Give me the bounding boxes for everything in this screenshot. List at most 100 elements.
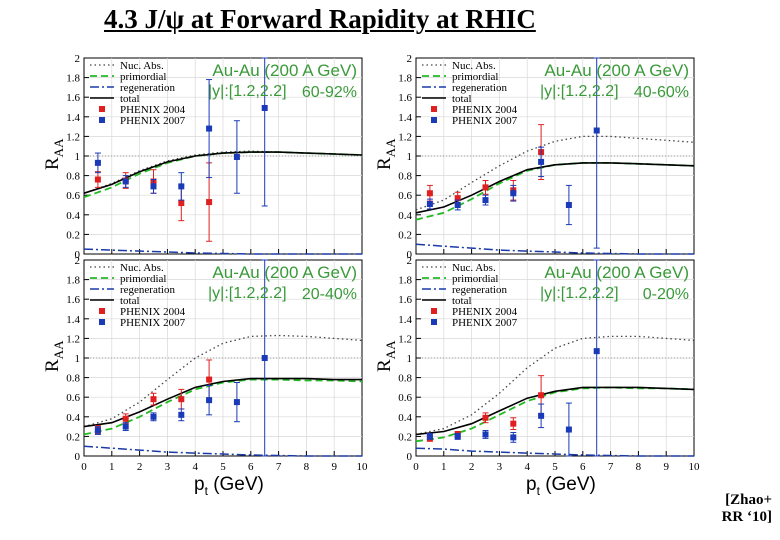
phenix-2007-point — [565, 202, 572, 208]
x-tick-label: 5 — [220, 461, 226, 473]
legend-label-phenix-2007: PHENIX 2007 — [120, 317, 186, 329]
phenix-2004-point — [122, 415, 129, 422]
x-tick-label: 1 — [441, 461, 447, 473]
legend-label-total: total — [452, 295, 472, 307]
y-tick-label: 0 — [75, 249, 81, 261]
y-tick-label: 1 — [75, 353, 81, 365]
x-axis-label: pt (GeV) — [194, 474, 264, 497]
x-tick-label: 2 — [137, 461, 143, 473]
legend-label-phenix-2004: PHENIX 2004 — [120, 104, 186, 116]
legend-label-regeneration: regeneration — [452, 82, 507, 94]
y-tick-label: 0.8 — [66, 171, 80, 183]
legend-label-primordial: primordial — [452, 71, 498, 83]
phenix-2007-point — [178, 183, 185, 190]
series-total-line — [83, 377, 362, 428]
y-tick-label: 1 — [407, 353, 413, 365]
phenix-2007-point — [454, 433, 461, 440]
x-tick-label: 3 — [165, 461, 171, 473]
y-tick-label: 1.6 — [398, 92, 412, 104]
legend-label-primordial: primordial — [120, 273, 166, 285]
legend-label-nuc-abs: Nuc. Abs. — [120, 262, 164, 274]
series-total-line — [415, 162, 695, 214]
series-regeneration-line — [415, 447, 694, 457]
panel-title: Au-Au (200 A GeV) — [544, 61, 689, 80]
phenix-2007-point — [593, 127, 600, 134]
phenix-2004-point — [482, 184, 489, 191]
legend-label-regeneration: regeneration — [120, 284, 175, 296]
chart-panel-0-20: 0 0.2 0.4 0.6 0.8 1 1.2 1.4 1.6 1.8 2 0 1 2 3 4 5 6 7 8 9 10 R… — [374, 255, 700, 498]
citation: [Zhao+ RR ‘10] — [722, 492, 772, 526]
y-tick-label: 1.6 — [66, 92, 80, 104]
panel-title: Au-Au (200 A GeV) — [212, 61, 357, 80]
phenix-2004-point — [150, 396, 157, 403]
y-tick-label: 0.6 — [398, 392, 412, 404]
legend-label-phenix-2007: PHENIX 2007 — [452, 317, 518, 329]
phenix-2007-point — [482, 197, 489, 204]
legend-label-regeneration: regeneration — [120, 82, 175, 94]
x-tick-label: 1 — [109, 461, 115, 473]
y-tick-label: 1.4 — [398, 112, 412, 124]
panel-title: Au-Au (200 A GeV) — [544, 263, 689, 282]
phenix-2007-point — [178, 411, 185, 418]
phenix-2007-point — [122, 423, 129, 430]
y-tick-label: 0.6 — [66, 392, 80, 404]
phenix-2007-point — [206, 397, 213, 404]
y-tick-label: 1.6 — [398, 294, 412, 306]
phenix-2007-point — [261, 104, 268, 111]
legend-swatch-phenix-2004 — [431, 106, 437, 112]
x-tick-label: 5 — [552, 461, 558, 473]
y-axis-label: RAA — [374, 340, 398, 372]
phenix-2007-point — [233, 153, 240, 160]
phenix-2004-point — [426, 190, 433, 197]
panel-title: Au-Au (200 A GeV) — [212, 263, 357, 282]
y-tick-label: 0.2 — [398, 431, 412, 443]
phenix-2004-point — [206, 376, 213, 383]
phenix-2007-point — [206, 125, 213, 132]
legend-label-nuc-abs: Nuc. Abs. — [120, 60, 164, 72]
x-tick-label: 6 — [248, 461, 254, 473]
legend-swatch-phenix-2007 — [99, 319, 105, 325]
x-tick-label: 9 — [331, 461, 337, 473]
y-axis-label: RAA — [42, 138, 66, 170]
phenix-2004-point — [510, 420, 517, 427]
legend-label-phenix-2007: PHENIX 2007 — [120, 115, 186, 127]
legend-swatch-phenix-2004 — [99, 308, 105, 314]
chart-panel-40-60: 0 0.2 0.4 0.6 0.8 1 1.2 1.4 1.6 1.8 2 RAA Nuc. Abs.p… — [374, 53, 695, 261]
legend-label-nuc-abs: Nuc. Abs. — [452, 262, 496, 274]
phenix-2004-point — [206, 199, 213, 206]
y-tick-label: 0.4 — [66, 412, 80, 424]
series-regeneration-line — [415, 243, 694, 255]
rapidity-label: |y|:[1.2,2.2] — [208, 83, 287, 100]
phenix-2004-point — [538, 392, 545, 399]
legend-swatch-phenix-2004 — [431, 308, 437, 314]
legend-label-regeneration: regeneration — [452, 284, 507, 296]
y-tick-label: 1.4 — [66, 314, 80, 326]
legend-swatch-phenix-2007 — [431, 319, 437, 325]
legend-label-phenix-2004: PHENIX 2004 — [452, 104, 518, 116]
x-tick-label: 7 — [608, 461, 614, 473]
y-tick-label: 0.4 — [398, 210, 412, 222]
legend-label-total: total — [120, 93, 140, 105]
legend-label-nuc-abs: Nuc. Abs. — [452, 60, 496, 72]
slide-title: 4.3 J/ψ at Forward Rapidity at RHIC — [104, 4, 536, 34]
phenix-2007-point — [510, 190, 517, 197]
phenix-2007-point — [565, 426, 572, 433]
series-regeneration-line — [83, 248, 362, 255]
y-tick-label: 0.8 — [66, 373, 80, 385]
phenix-2007-point — [150, 183, 157, 190]
chart-panel-20-40: 0 0.2 0.4 0.6 0.8 1 1.2 1.4 1.6 1.8 2 0 1 2 3 4 5 6 7 8 9 10 R… — [42, 255, 368, 498]
y-tick-label: 0.8 — [398, 373, 412, 385]
y-tick-label: 0.2 — [398, 229, 412, 241]
series-nuc-abs-line — [83, 334, 363, 428]
phenix-2004-point — [482, 414, 489, 421]
legend-label-phenix-2004: PHENIX 2004 — [452, 306, 518, 318]
y-tick-label: 0 — [75, 451, 81, 463]
x-tick-label: 0 — [413, 461, 419, 473]
phenix-2007-point — [426, 433, 433, 440]
y-tick-label: 1.4 — [398, 314, 412, 326]
legend-label-phenix-2007: PHENIX 2007 — [452, 115, 518, 127]
y-tick-label: 1.2 — [66, 333, 80, 345]
x-tick-label: 9 — [663, 461, 669, 473]
x-tick-label: 8 — [636, 461, 642, 473]
centrality-label: 60-92% — [302, 84, 357, 101]
